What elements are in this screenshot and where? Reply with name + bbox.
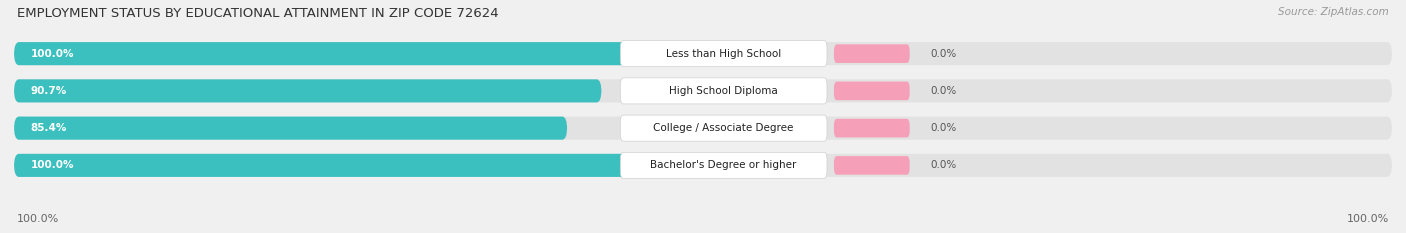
- Text: 0.0%: 0.0%: [931, 86, 956, 96]
- Text: 100.0%: 100.0%: [17, 214, 59, 224]
- FancyBboxPatch shape: [620, 152, 827, 178]
- FancyBboxPatch shape: [834, 82, 910, 100]
- FancyBboxPatch shape: [834, 119, 910, 137]
- Text: Bachelor's Degree or higher: Bachelor's Degree or higher: [651, 160, 797, 170]
- Text: 0.0%: 0.0%: [931, 123, 956, 133]
- FancyBboxPatch shape: [14, 79, 1392, 103]
- Text: High School Diploma: High School Diploma: [669, 86, 778, 96]
- FancyBboxPatch shape: [14, 116, 1392, 140]
- FancyBboxPatch shape: [834, 44, 910, 63]
- Text: 0.0%: 0.0%: [931, 160, 956, 170]
- Text: College / Associate Degree: College / Associate Degree: [654, 123, 794, 133]
- Text: 100.0%: 100.0%: [31, 160, 75, 170]
- Text: 90.7%: 90.7%: [31, 86, 67, 96]
- FancyBboxPatch shape: [620, 115, 827, 141]
- Text: Less than High School: Less than High School: [666, 49, 782, 59]
- Text: EMPLOYMENT STATUS BY EDUCATIONAL ATTAINMENT IN ZIP CODE 72624: EMPLOYMENT STATUS BY EDUCATIONAL ATTAINM…: [17, 7, 499, 20]
- FancyBboxPatch shape: [14, 154, 1392, 177]
- Text: 100.0%: 100.0%: [1347, 214, 1389, 224]
- Text: Source: ZipAtlas.com: Source: ZipAtlas.com: [1278, 7, 1389, 17]
- Text: 100.0%: 100.0%: [31, 49, 75, 59]
- FancyBboxPatch shape: [14, 42, 1392, 65]
- FancyBboxPatch shape: [834, 156, 910, 175]
- FancyBboxPatch shape: [14, 42, 662, 65]
- Text: 0.0%: 0.0%: [931, 49, 956, 59]
- FancyBboxPatch shape: [620, 78, 827, 104]
- FancyBboxPatch shape: [14, 79, 602, 103]
- Text: 85.4%: 85.4%: [31, 123, 67, 133]
- FancyBboxPatch shape: [14, 116, 567, 140]
- FancyBboxPatch shape: [14, 154, 662, 177]
- FancyBboxPatch shape: [620, 41, 827, 67]
